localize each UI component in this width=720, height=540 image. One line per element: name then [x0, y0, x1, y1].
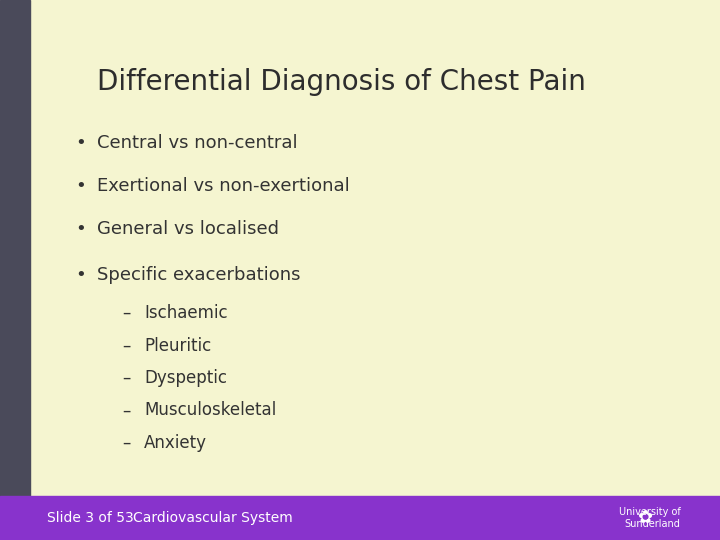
Text: Exertional vs non-exertional: Exertional vs non-exertional: [97, 177, 350, 195]
Bar: [0, 496, 720, 540]
Text: –: –: [122, 401, 131, 420]
Bar: [0, 0, 30, 496]
Text: Central vs non-central: Central vs non-central: [97, 134, 298, 152]
Text: General vs localised: General vs localised: [97, 220, 279, 239]
Text: Differential Diagnosis of Chest Pain: Differential Diagnosis of Chest Pain: [97, 68, 586, 96]
Text: Ischaemic: Ischaemic: [144, 304, 228, 322]
Text: University of
Sunderland: University of Sunderland: [618, 507, 680, 529]
Text: •: •: [76, 266, 86, 285]
Text: Pleuritic: Pleuritic: [144, 336, 211, 355]
Text: Musculoskeletal: Musculoskeletal: [144, 401, 276, 420]
Text: •: •: [76, 220, 86, 239]
Text: •: •: [76, 177, 86, 195]
Text: Slide 3 of 53: Slide 3 of 53: [47, 511, 133, 525]
Text: •: •: [76, 134, 86, 152]
Text: –: –: [122, 336, 131, 355]
Text: –: –: [122, 434, 131, 452]
Text: Cardiovascular System: Cardiovascular System: [133, 511, 293, 525]
Text: –: –: [122, 304, 131, 322]
Text: Specific exacerbations: Specific exacerbations: [97, 266, 301, 285]
Text: Anxiety: Anxiety: [144, 434, 207, 452]
Text: Dyspeptic: Dyspeptic: [144, 369, 227, 387]
Text: ✿: ✿: [636, 509, 652, 527]
Text: –: –: [122, 369, 131, 387]
